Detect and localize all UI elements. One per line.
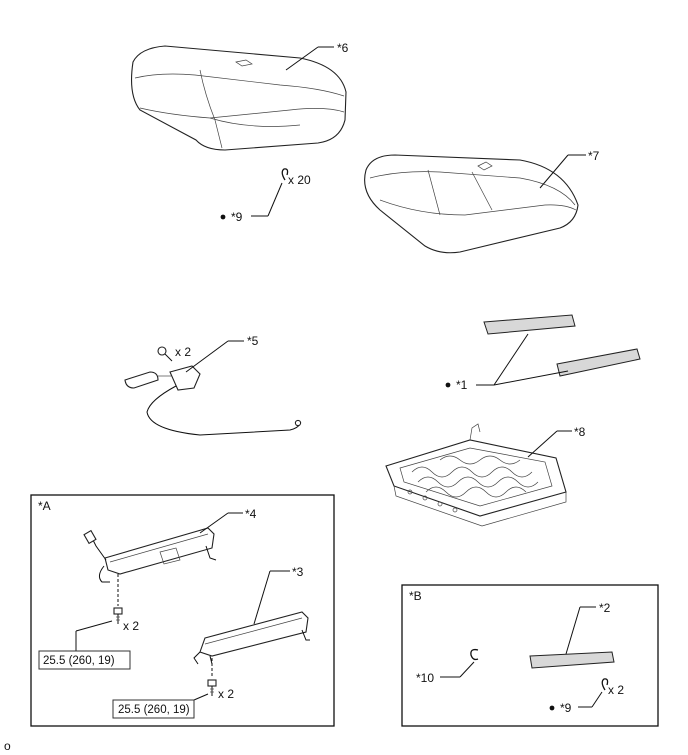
- cushion-felt-part: [529, 651, 615, 669]
- hog-ring-icon: [601, 678, 609, 691]
- detail-box-b: [401, 584, 659, 727]
- new-part-bullet-icon: [445, 382, 451, 388]
- bolt-icon: [207, 679, 217, 696]
- torque-spec-3: 25.5 (260, 19): [118, 704, 190, 716]
- new-part-bullet-icon: [549, 705, 555, 711]
- bolt-icon: [113, 607, 123, 624]
- seat-cushion-frame-part: [385, 423, 567, 527]
- hog-ring-qty-box: x 2: [608, 683, 624, 697]
- torque-spec-box-3: [112, 699, 195, 719]
- torque-spec-4: 25.5 (260, 19): [43, 655, 115, 667]
- torque-spec-box-4: [38, 650, 131, 670]
- callout-9-box: *9: [560, 701, 572, 715]
- callout-8: *8: [574, 425, 586, 439]
- hog-ring-icon: [281, 168, 289, 181]
- seat-cushion-pad-part: [364, 154, 579, 254]
- detail-box-a: [30, 494, 335, 727]
- cushion-felt-part: [483, 314, 641, 377]
- footer-mark: o: [4, 739, 11, 753]
- seat-track-inner-part: [83, 527, 217, 583]
- hog-ring-qty-top: x 20: [288, 173, 311, 187]
- seat-cushion-cover-part: [131, 45, 347, 151]
- screw-icon: [157, 346, 173, 362]
- callout-1: *1: [456, 378, 468, 392]
- clip-icon: [470, 648, 479, 661]
- screw-qty-5: x 2: [175, 345, 191, 359]
- callout-6: *6: [337, 41, 349, 55]
- seat-adjuster-handle-part: [124, 365, 302, 436]
- detail-box-b-label: *B: [409, 589, 422, 603]
- bolt-qty-4: x 2: [123, 619, 139, 633]
- seat-track-outer-part: [193, 611, 310, 665]
- callout-3: *3: [292, 565, 304, 579]
- callout-4: *4: [245, 507, 257, 521]
- detail-box-a-label: *A: [38, 499, 51, 513]
- new-part-bullet-icon: [220, 214, 226, 220]
- callout-2: *2: [599, 601, 611, 615]
- callout-10: *10: [416, 671, 434, 685]
- callout-7: *7: [588, 149, 600, 163]
- callout-9-top: *9: [231, 210, 243, 224]
- callout-5: *5: [247, 334, 259, 348]
- bolt-qty-3: x 2: [218, 687, 234, 701]
